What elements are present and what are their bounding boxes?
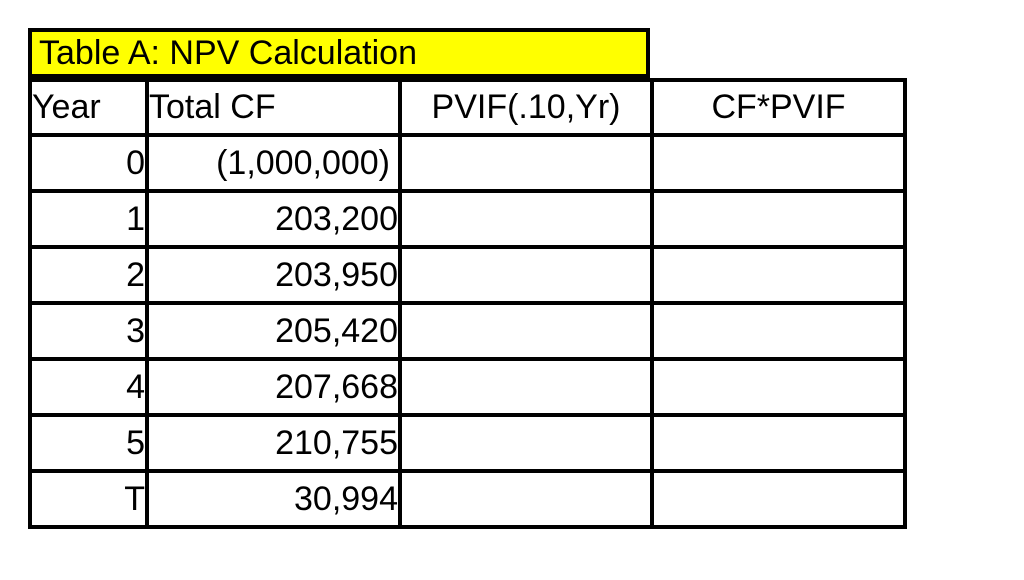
column-header-total-cf: Total CF <box>145 78 402 137</box>
cf-pvif-cell <box>650 357 907 417</box>
pvif-cell <box>398 133 654 193</box>
year-cell: T <box>28 469 149 529</box>
npv-table: Year Total CF PVIF(.10,Yr) CF*PVIF 0 (1,… <box>28 78 907 529</box>
cf-pvif-cell <box>650 133 907 193</box>
cf-pvif-cell <box>650 189 907 249</box>
table-row: 2 203,950 <box>28 245 907 305</box>
total-cf-cell: (1,000,000) <box>145 133 402 193</box>
cf-pvif-cell <box>650 469 907 529</box>
header-row: Year Total CF PVIF(.10,Yr) CF*PVIF <box>28 78 907 137</box>
table-row: 1 203,200 <box>28 189 907 249</box>
column-header-year: Year <box>28 78 149 137</box>
year-cell: 4 <box>28 357 149 417</box>
cf-pvif-cell <box>650 413 907 473</box>
pvif-cell <box>398 357 654 417</box>
table-row: 0 (1,000,000) <box>28 133 907 193</box>
year-cell: 5 <box>28 413 149 473</box>
column-header-pvif: PVIF(.10,Yr) <box>398 78 654 137</box>
table-row: 4 207,668 <box>28 357 907 417</box>
total-cf-cell: 30,994 <box>145 469 402 529</box>
table-row: 3 205,420 <box>28 301 907 361</box>
pvif-cell <box>398 413 654 473</box>
total-cf-cell: 203,200 <box>145 189 402 249</box>
total-cf-cell: 210,755 <box>145 413 402 473</box>
year-cell: 0 <box>28 133 149 193</box>
pvif-cell <box>398 245 654 305</box>
cf-pvif-cell <box>650 301 907 361</box>
total-cf-cell: 203,950 <box>145 245 402 305</box>
column-header-cf-pvif: CF*PVIF <box>650 78 907 137</box>
pvif-cell <box>398 189 654 249</box>
year-cell: 3 <box>28 301 149 361</box>
total-cf-cell: 207,668 <box>145 357 402 417</box>
year-cell: 1 <box>28 189 149 249</box>
pvif-cell <box>398 301 654 361</box>
pvif-cell <box>398 469 654 529</box>
year-cell: 2 <box>28 245 149 305</box>
cf-pvif-cell <box>650 245 907 305</box>
table-row: 5 210,755 <box>28 413 907 473</box>
table-row: T 30,994 <box>28 469 907 529</box>
table-title: Table A: NPV Calculation <box>28 28 650 78</box>
total-cf-cell: 205,420 <box>145 301 402 361</box>
